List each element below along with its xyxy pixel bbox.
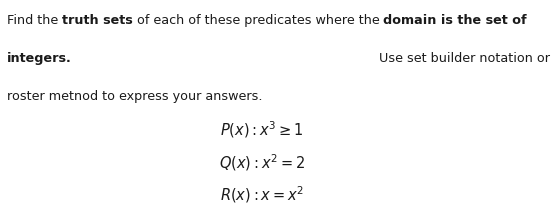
Text: roster metnod to express your answers.: roster metnod to express your answers.	[7, 90, 262, 103]
Text: domain is the set of: domain is the set of	[383, 14, 527, 27]
Text: of each of these predicates where the: of each of these predicates where the	[133, 14, 383, 27]
Text: truth sets: truth sets	[62, 14, 133, 27]
Text: Find the: Find the	[7, 14, 62, 27]
Text: $Q(x): x^2 = 2$: $Q(x): x^2 = 2$	[218, 152, 305, 173]
Text: Use set builder notation or: Use set builder notation or	[379, 52, 550, 65]
Text: $P(x): x^3 \geq 1$: $P(x): x^3 \geq 1$	[220, 119, 304, 140]
Text: $R(x): x =  x^2$: $R(x): x = x^2$	[219, 185, 304, 205]
Text: integers.: integers.	[7, 52, 71, 65]
